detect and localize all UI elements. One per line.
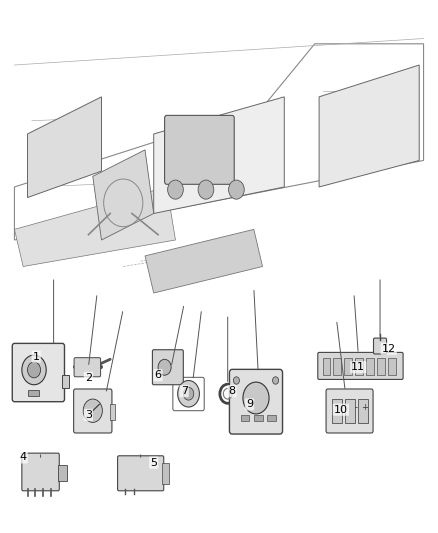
Bar (254, 415, 262, 421)
Text: -: - (355, 402, 357, 411)
FancyBboxPatch shape (165, 115, 234, 184)
FancyBboxPatch shape (74, 389, 112, 433)
FancyBboxPatch shape (74, 358, 101, 377)
Text: 3: 3 (85, 410, 92, 420)
Circle shape (272, 377, 279, 384)
Text: 10: 10 (334, 405, 348, 415)
FancyBboxPatch shape (12, 343, 64, 402)
Circle shape (83, 399, 102, 422)
Bar (388, 358, 396, 375)
Circle shape (178, 381, 199, 407)
Text: +: + (361, 402, 368, 411)
FancyBboxPatch shape (374, 338, 387, 354)
Bar (267, 415, 276, 421)
Bar (345, 399, 355, 423)
Text: 4: 4 (20, 453, 27, 463)
Circle shape (229, 180, 244, 199)
Circle shape (158, 359, 171, 375)
Circle shape (198, 180, 214, 199)
Bar (162, 463, 169, 484)
Bar (110, 405, 116, 420)
FancyBboxPatch shape (230, 369, 283, 434)
Bar (28, 390, 39, 397)
Text: 7: 7 (180, 386, 188, 396)
Bar (58, 465, 67, 481)
Bar (62, 375, 69, 389)
Circle shape (168, 180, 184, 199)
Text: 6: 6 (155, 370, 162, 380)
Polygon shape (145, 229, 262, 293)
Polygon shape (28, 97, 102, 198)
Text: 11: 11 (351, 362, 365, 372)
Polygon shape (14, 187, 176, 266)
Text: 12: 12 (381, 344, 396, 354)
FancyBboxPatch shape (326, 389, 373, 433)
FancyBboxPatch shape (318, 352, 403, 379)
Circle shape (243, 382, 269, 414)
Bar (332, 399, 342, 423)
Circle shape (233, 377, 240, 384)
Circle shape (22, 355, 46, 385)
Bar (358, 399, 368, 423)
Text: 1: 1 (33, 352, 40, 361)
Bar (344, 358, 352, 375)
Bar (377, 358, 385, 375)
FancyBboxPatch shape (152, 350, 184, 385)
Text: 9: 9 (246, 399, 253, 409)
Circle shape (28, 362, 41, 378)
Bar (322, 358, 330, 375)
Polygon shape (319, 65, 419, 187)
Circle shape (184, 387, 194, 400)
Polygon shape (154, 97, 284, 214)
Text: 5: 5 (150, 458, 157, 467)
Bar (333, 358, 341, 375)
Text: 8: 8 (229, 386, 236, 396)
Polygon shape (93, 150, 154, 240)
Bar (366, 358, 374, 375)
Text: 2: 2 (85, 373, 92, 383)
Bar (355, 358, 363, 375)
Bar (241, 415, 250, 421)
FancyBboxPatch shape (22, 453, 59, 491)
FancyBboxPatch shape (117, 456, 164, 491)
